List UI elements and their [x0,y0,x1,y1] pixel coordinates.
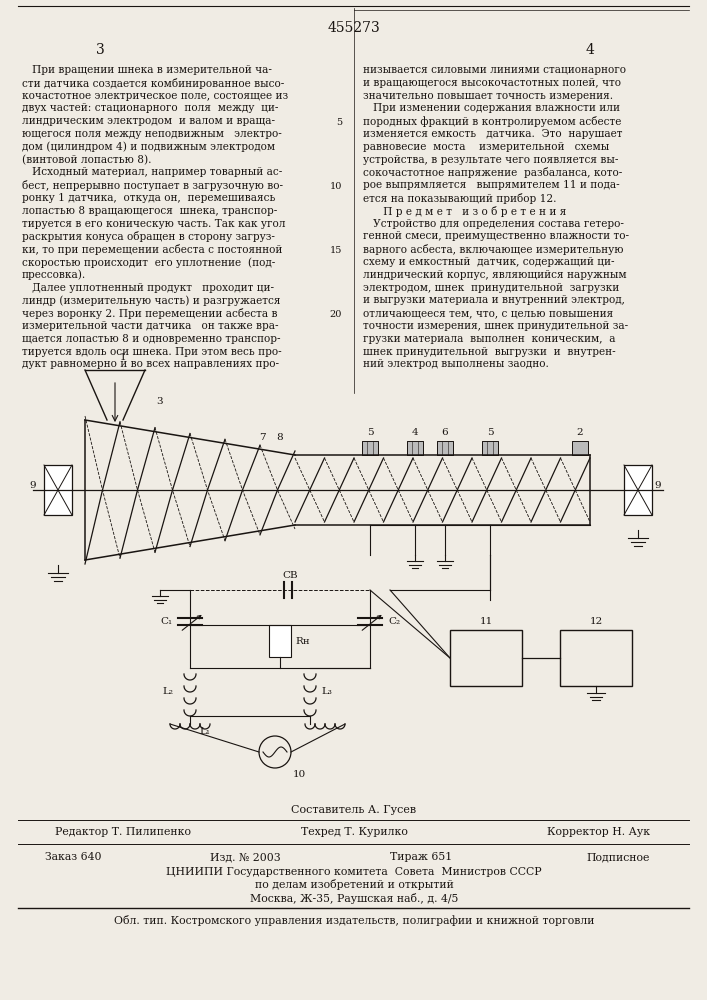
Text: 8: 8 [276,432,284,442]
Text: отличающееся тем, что, с целью повышения: отличающееся тем, что, с целью повышения [363,308,613,318]
Text: 455273: 455273 [327,21,380,35]
Text: варного асбеста, включающее измерительную: варного асбеста, включающее измерительну… [363,244,624,255]
Text: низывается силовыми линиями стационарного: низывается силовыми линиями стационарног… [363,65,626,75]
Text: схему и емкостный  датчик, содержащий ци-: схему и емкостный датчик, содержащий ци- [363,257,614,267]
Text: 20: 20 [329,310,342,319]
Text: 7: 7 [259,432,265,442]
Text: шнек принудительной  выгрузки  и  внутрен-: шнек принудительной выгрузки и внутрен- [363,347,616,357]
Text: Заказ 640: Заказ 640 [45,852,102,862]
Text: При вращении шнека в измерительной ча-: При вращении шнека в измерительной ча- [22,65,272,75]
Bar [407,441,423,455]
Text: Изд. № 2003: Изд. № 2003 [210,852,281,862]
Text: электродом, шнек  принудительной  загрузки: электродом, шнек принудительной загрузки [363,283,619,293]
Text: ющегося поля между неподвижным   электро-: ющегося поля между неподвижным электро- [22,129,282,139]
Text: и вращающегося высокочастотных полей, что: и вращающегося высокочастотных полей, чт… [363,78,621,88]
Bar [450,630,522,686]
Text: Составитель А. Гусев: Составитель А. Гусев [291,805,416,815]
Text: ки, то при перемещении асбеста с постоянной: ки, то при перемещении асбеста с постоян… [22,244,282,255]
Text: раскрытия конуса обращен в сторону загруз-: раскрытия конуса обращен в сторону загру… [22,231,275,242]
Text: генной смеси, преимущественно влажности то-: генной смеси, преимущественно влажности … [363,231,629,241]
Text: и выгрузки материала и внутренний электрод,: и выгрузки материала и внутренний электр… [363,295,625,305]
Text: скоростью происходит  его уплотнение  (под-: скоростью происходит его уплотнение (под… [22,257,275,268]
Bar [269,625,291,657]
Text: тируется вдоль оси шнека. При этом весь про-: тируется вдоль оси шнека. При этом весь … [22,347,281,357]
Text: 15: 15 [329,246,342,255]
Bar [437,441,453,455]
Text: Техред Т. Курилко: Техред Т. Курилко [300,827,407,837]
Text: ронку 1 датчика,  откуда он,  перемешиваясь: ронку 1 датчика, откуда он, перемешиваяс… [22,193,275,203]
Text: СВ: СВ [282,570,298,580]
Text: При изменении содержания влажности или: При изменении содержания влажности или [363,103,620,113]
Text: C₁: C₁ [160,616,172,626]
Text: тируется в его коническую часть. Так как угол: тируется в его коническую часть. Так как… [22,219,286,229]
Text: 4: 4 [585,43,595,57]
Text: бест, непрерывно поступает в загрузочную во-: бест, непрерывно поступает в загрузочную… [22,180,283,191]
Text: прессовка).: прессовка). [22,270,86,280]
Text: C₂: C₂ [388,616,400,626]
Text: кочастотное электрическое поле, состоящее из: кочастотное электрическое поле, состояще… [22,91,288,101]
Text: Далее уплотненный продукт   проходит ци-: Далее уплотненный продукт проходит ци- [22,283,274,293]
Text: ний электрод выполнены заодно.: ний электрод выполнены заодно. [363,359,549,369]
Text: 5: 5 [486,428,493,437]
Bar [44,465,72,515]
Text: по делам изобретений и открытий: по делам изобретений и открытий [255,880,453,890]
Text: сокочастотное напряжение  разбаланса, кото-: сокочастотное напряжение разбаланса, кот… [363,167,622,178]
Bar [482,441,498,455]
Text: дом (цилиндром 4) и подвижным электродом: дом (цилиндром 4) и подвижным электродом [22,142,275,152]
Text: рое выпрямляется   выпрямителем 11 и пода-: рое выпрямляется выпрямителем 11 и пода- [363,180,619,190]
Text: Москва, Ж-35, Раушская наб., д. 4/5: Москва, Ж-35, Раушская наб., д. 4/5 [250,892,458,904]
Text: П р е д м е т   и з о б р е т е н и я: П р е д м е т и з о б р е т е н и я [363,206,566,217]
Text: L₃: L₃ [321,688,332,696]
Text: 3: 3 [95,43,105,57]
Text: 3: 3 [157,397,163,406]
Text: линдрический корпус, являющийся наружным: линдрический корпус, являющийся наружным [363,270,626,280]
Text: ется на показывающий прибор 12.: ется на показывающий прибор 12. [363,193,556,204]
Text: линдр (измерительную часть) и разгружается: линдр (измерительную часть) и разгружает… [22,295,281,306]
Text: 11: 11 [479,617,493,626]
Bar [572,441,588,455]
Text: 10: 10 [329,182,342,191]
Text: (винтовой лопастью 8).: (винтовой лопастью 8). [22,155,151,165]
Text: равновесие  моста    измерительной   схемы: равновесие моста измерительной схемы [363,142,609,152]
Text: Устройство для определения состава гетеро-: Устройство для определения состава гетер… [363,219,624,229]
Text: сти датчика создается комбинированное высо-: сти датчика создается комбинированное вы… [22,78,284,89]
Text: 5: 5 [367,428,373,437]
Text: 4: 4 [411,428,419,437]
Text: 1: 1 [120,354,127,362]
Text: устройства, в результате чего появляется вы-: устройства, в результате чего появляется… [363,155,619,165]
Text: 10: 10 [293,770,306,779]
Text: щается лопастью 8 и одновременно транспор-: щается лопастью 8 и одновременно транспо… [22,334,281,344]
Text: значительно повышает точность измерения.: значительно повышает точность измерения. [363,91,613,101]
Text: дукт равномерно и во всех направлениях про-: дукт равномерно и во всех направлениях п… [22,359,279,369]
Text: через воронку 2. При перемещении асбеста в: через воронку 2. При перемещении асбеста… [22,308,278,319]
Text: 6: 6 [442,428,448,437]
Bar [624,465,652,515]
Text: линдрическим электродом  и валом и враща-: линдрическим электродом и валом и враща- [22,116,275,126]
Text: 9: 9 [30,481,36,489]
Text: точности измерения, шнек принудительной за-: точности измерения, шнек принудительной … [363,321,628,331]
Text: 5: 5 [336,118,342,127]
Text: 9: 9 [655,481,661,489]
Text: L₁: L₁ [199,728,211,736]
Text: L₂: L₂ [163,688,173,696]
Text: изменяется емкость   датчика.  Это  нарушает: изменяется емкость датчика. Это нарушает [363,129,622,139]
Text: Rн: Rн [295,637,310,646]
Text: двух частей: стационарного  поля  между  ци-: двух частей: стационарного поля между ци… [22,103,279,113]
Bar [560,630,632,686]
Text: Подписное: Подписное [587,852,650,862]
Text: 12: 12 [590,617,602,626]
Text: породных фракций в контролируемом асбесте: породных фракций в контролируемом асбест… [363,116,621,127]
Text: лопастью 8 вращающегося  шнека, транспор-: лопастью 8 вращающегося шнека, транспор- [22,206,277,216]
Text: грузки материала  выполнен  коническим,  а: грузки материала выполнен коническим, а [363,334,616,344]
Text: Тираж 651: Тираж 651 [390,852,452,862]
Bar [362,441,378,455]
Text: Редактор Т. Пилипенко: Редактор Т. Пилипенко [55,827,191,837]
Text: Обл. тип. Костромского управления издательств, полиграфии и книжной торговли: Обл. тип. Костромского управления издате… [114,914,595,926]
Text: измерительной части датчика   он также вра-: измерительной части датчика он также вра… [22,321,279,331]
Text: ЦНИИПИ Государственного комитета  Совета  Министров СССР: ЦНИИПИ Государственного комитета Совета … [166,867,542,877]
Text: Корректор Н. Аук: Корректор Н. Аук [547,827,650,837]
Text: 2: 2 [577,428,583,437]
Text: Исходный материал, например товарный ас-: Исходный материал, например товарный ас- [22,167,282,177]
